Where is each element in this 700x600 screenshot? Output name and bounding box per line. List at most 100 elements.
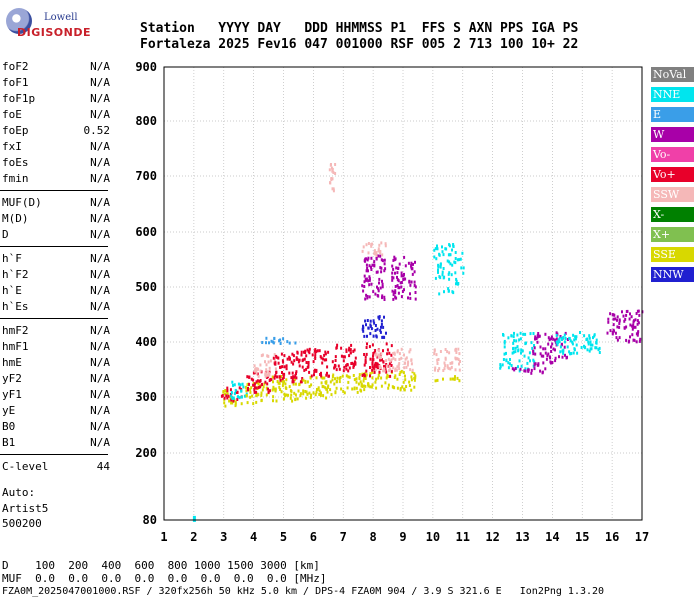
echo-point <box>224 392 226 396</box>
echo-point <box>361 374 364 377</box>
echo-point <box>400 271 403 275</box>
echo-point <box>524 332 527 336</box>
echo-point <box>282 360 285 364</box>
echo-point <box>334 359 337 362</box>
plot-axes: 1 2 3 4 5 6 7 8 9 10 11 12 13 14 15 16 17802003004005006… <box>135 60 649 544</box>
echo-point <box>399 281 402 285</box>
param-value: N/A <box>90 228 110 241</box>
echo-point <box>306 392 309 396</box>
param-row-yf1: yF1 N/A <box>2 388 110 402</box>
echo-point <box>347 369 350 373</box>
echo-point <box>223 396 226 400</box>
echo-point <box>410 375 413 379</box>
echo-point <box>524 367 527 371</box>
echo-point <box>389 374 392 378</box>
echo-point <box>571 340 574 344</box>
echo-point <box>238 396 241 400</box>
echo-point <box>364 257 367 261</box>
echo-point <box>362 245 365 249</box>
echo-point <box>290 389 293 393</box>
echo-point <box>414 376 417 380</box>
echo-point <box>315 369 318 373</box>
echo-point <box>377 289 380 293</box>
echo-point <box>274 367 277 371</box>
echo-point <box>335 386 338 390</box>
echo-point <box>451 263 454 267</box>
echo-point <box>454 251 457 254</box>
echo-point <box>544 351 547 355</box>
param-value: N/A <box>90 420 110 433</box>
echo-point <box>386 348 389 352</box>
echo-point <box>261 353 264 357</box>
echo-point <box>571 342 574 346</box>
param-name: hmE <box>2 356 22 369</box>
echo-point <box>433 352 436 356</box>
echo-point <box>255 386 258 390</box>
echo-point <box>536 340 539 344</box>
param-name: foE <box>2 108 22 121</box>
echo-point <box>381 335 384 339</box>
echo-point <box>378 277 381 281</box>
echo-point <box>436 358 439 362</box>
param-name: C-level <box>2 460 49 473</box>
echo-point <box>319 393 322 397</box>
echo-point <box>454 271 457 275</box>
echo-point <box>328 168 331 172</box>
param-name: foF1p <box>2 92 36 105</box>
echo-point <box>632 338 635 342</box>
echo-point <box>265 368 268 372</box>
echo-point <box>363 376 366 380</box>
echo-point <box>363 353 366 356</box>
echo-point <box>281 377 284 381</box>
echo-point <box>354 356 357 360</box>
echo-point <box>434 379 437 383</box>
echo-point <box>357 382 360 386</box>
echo-point <box>250 377 253 381</box>
echo-point <box>326 371 328 375</box>
echo-point <box>409 283 412 287</box>
echo-point <box>325 396 328 400</box>
echo-point <box>595 346 598 350</box>
echo-point <box>233 392 236 396</box>
echo-point <box>267 387 269 391</box>
echo-point <box>589 343 592 347</box>
echo-point <box>291 399 294 403</box>
echo-point <box>292 382 295 386</box>
echo-point <box>383 367 385 371</box>
echo-point <box>539 345 542 349</box>
echo-point <box>443 367 446 371</box>
echo-point <box>413 385 416 389</box>
echo-point <box>365 269 368 273</box>
echo-point <box>237 395 239 399</box>
echo-point <box>388 362 391 366</box>
echo-point <box>361 385 364 388</box>
echo-point <box>517 348 520 352</box>
echo-point <box>292 354 295 358</box>
echo-point <box>288 385 291 389</box>
legend-item-sse: SSE <box>651 247 694 262</box>
echo-point <box>616 318 618 322</box>
echo-point <box>402 380 405 384</box>
echo-point <box>347 375 350 379</box>
echo-point <box>374 353 377 357</box>
echo-point <box>369 324 372 328</box>
echo-point <box>398 367 401 371</box>
echo-point <box>634 318 637 322</box>
echo-point <box>545 357 548 361</box>
echo-point <box>298 358 301 362</box>
param-row-hmf2: hmF2 N/A <box>2 324 110 338</box>
echo-point <box>511 367 514 371</box>
echo-point <box>259 369 262 373</box>
echo-point <box>220 394 223 398</box>
echo-point <box>436 362 439 365</box>
param-value: N/A <box>90 108 110 121</box>
header-row-labels: Station YYYY DAY DDD HHMMSS P1 FFS S AXN… <box>140 21 579 36</box>
echo-point <box>331 378 334 382</box>
echo-point <box>274 387 277 391</box>
echo-point <box>446 259 449 263</box>
echo-point <box>392 297 395 301</box>
echo-point <box>555 337 558 341</box>
echo-point <box>530 371 533 375</box>
echo-point <box>595 341 598 345</box>
echo-point <box>285 378 288 382</box>
